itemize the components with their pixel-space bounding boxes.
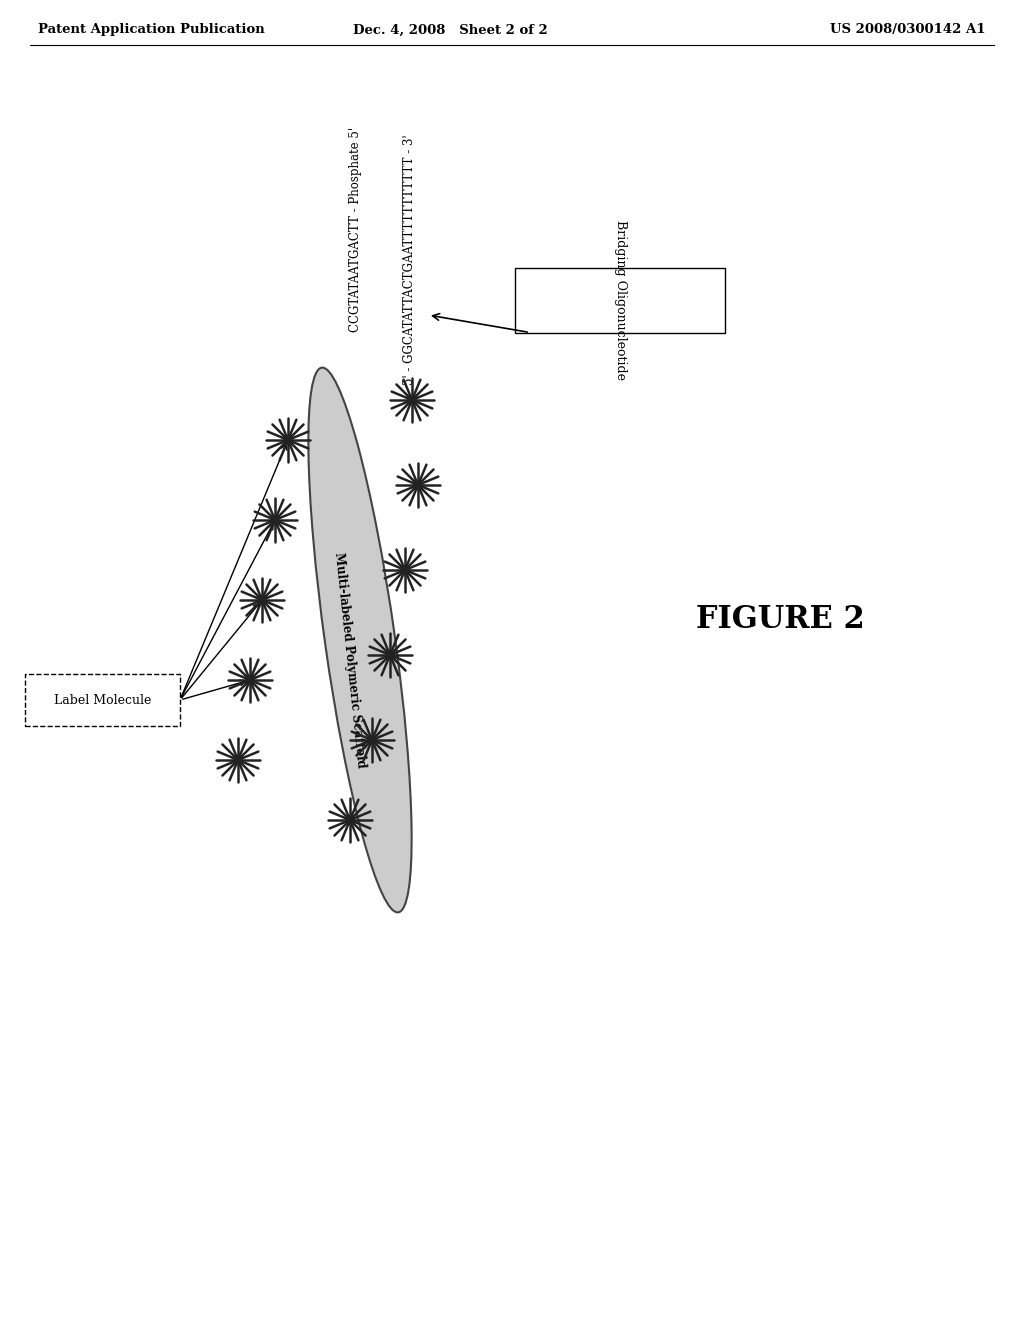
Ellipse shape	[308, 368, 412, 912]
Circle shape	[401, 566, 409, 574]
Text: US 2008/0300142 A1: US 2008/0300142 A1	[829, 24, 985, 37]
Text: Bridging Oligonucleotide: Bridging Oligonucleotide	[613, 220, 627, 380]
Circle shape	[284, 436, 292, 444]
Circle shape	[258, 597, 266, 605]
Text: 5' - GGCATATTACTGAATTTTTTTTTTT - 3': 5' - GGCATATTACTGAATTTTTTTTTTT - 3'	[403, 135, 417, 385]
Circle shape	[246, 676, 254, 684]
Text: Multi-labeled Polymeric Scaffold: Multi-labeled Polymeric Scaffold	[332, 552, 368, 768]
Text: Patent Application Publication: Patent Application Publication	[38, 24, 265, 37]
FancyBboxPatch shape	[515, 268, 725, 333]
FancyBboxPatch shape	[25, 675, 180, 726]
Circle shape	[234, 756, 242, 764]
Circle shape	[368, 737, 376, 744]
Circle shape	[408, 396, 416, 404]
Text: Dec. 4, 2008   Sheet 2 of 2: Dec. 4, 2008 Sheet 2 of 2	[352, 24, 548, 37]
Circle shape	[346, 816, 354, 824]
Text: CCGTATAATGACTT - Phosphate 5': CCGTATAATGACTT - Phosphate 5'	[348, 128, 361, 333]
Text: Label Molecule: Label Molecule	[54, 693, 152, 706]
Circle shape	[386, 651, 394, 659]
Text: FIGURE 2: FIGURE 2	[695, 605, 864, 635]
Circle shape	[414, 480, 422, 488]
Circle shape	[271, 516, 279, 524]
